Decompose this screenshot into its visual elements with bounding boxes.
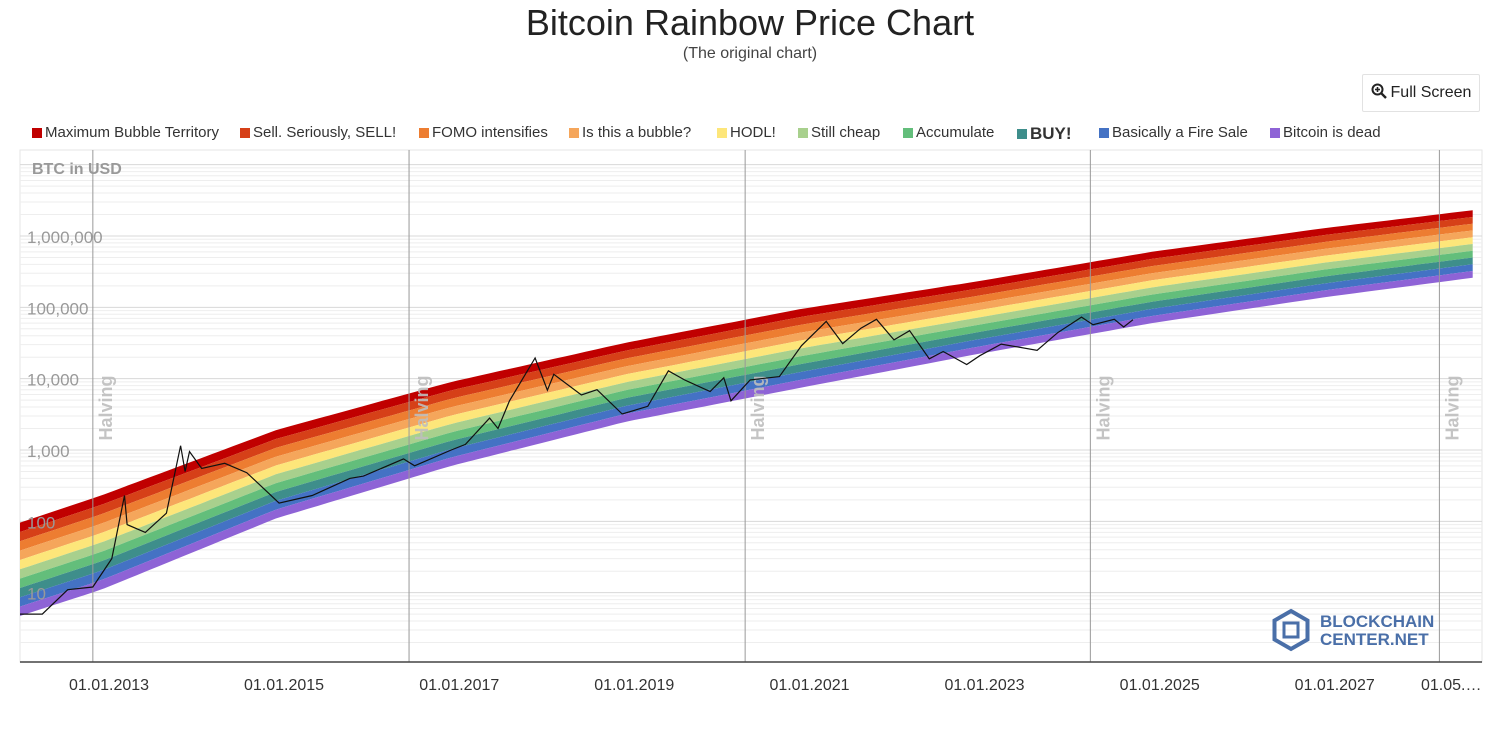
fullscreen-label: Full Screen <box>1390 84 1472 101</box>
legend-label: Accumulate <box>916 124 995 141</box>
halving-label: Halving <box>748 375 768 440</box>
x-tick-label: 01.01.2013 <box>69 677 149 694</box>
logo-text-line2: CENTER.NET <box>1320 630 1429 649</box>
x-tick-label: 01.01.2027 <box>1295 677 1375 694</box>
legend-label: BUY! <box>1030 124 1072 143</box>
legend-swatch <box>569 127 579 138</box>
grid-lines <box>20 164 1482 644</box>
y-tick-label: 1,000 <box>27 442 70 461</box>
logo-text-line1: BLOCKCHAIN <box>1320 612 1434 631</box>
legend-swatch <box>1017 129 1027 139</box>
legend-item[interactable]: Maximum Bubble Territory <box>32 124 219 141</box>
legend-swatch <box>32 127 42 138</box>
legend-label: FOMO intensifies <box>432 124 548 141</box>
legend-item[interactable]: BUY! <box>1017 124 1072 144</box>
x-tick-label: 01.01.2021 <box>769 677 849 694</box>
legend-item[interactable]: HODL! <box>717 124 776 141</box>
btc-price-line <box>20 316 1134 615</box>
legend-swatch <box>1270 127 1280 138</box>
logo-cube-icon <box>1282 621 1300 639</box>
logo-hex-icon <box>1272 608 1310 652</box>
legend-item[interactable]: Sell. Seriously, SELL! <box>240 124 396 141</box>
legend-swatch <box>798 127 808 138</box>
legend-item[interactable]: Still cheap <box>798 124 880 141</box>
page-title: Bitcoin Rainbow Price Chart <box>525 2 975 43</box>
y-tick-label: 10 <box>27 585 46 604</box>
legend-label: Maximum Bubble Territory <box>45 124 219 141</box>
x-tick-label: 01.01.2017 <box>419 677 499 694</box>
legend-item[interactable]: Bitcoin is dead <box>1270 124 1381 141</box>
legend-item[interactable]: Basically a Fire Sale <box>1099 124 1248 141</box>
y-axis-title: BTC in USD <box>32 161 122 178</box>
x-tick-label: 01.05.… <box>1421 677 1481 694</box>
halving-label: Halving <box>1442 375 1462 440</box>
legend-swatch <box>717 127 727 138</box>
x-tick-label: 01.01.2015 <box>244 677 324 694</box>
legend-item[interactable]: Accumulate <box>903 124 994 141</box>
legend-label: Is this a bubble? <box>582 124 692 141</box>
legend-label: Basically a Fire Sale <box>1112 124 1248 141</box>
halving-lines: Halving Halving Halving Halving Halving <box>92 150 1462 662</box>
legend-label: HODL! <box>730 124 776 141</box>
legend-swatch <box>240 127 250 138</box>
y-tick-label: 100,000 <box>27 299 88 318</box>
y-axis: 1,000,000 100,000 10,000 1,000 100 10 <box>27 228 103 604</box>
legend-swatch <box>903 127 913 138</box>
y-tick-label: 100 <box>27 513 55 532</box>
zoom-icon <box>1371 83 1387 104</box>
fullscreen-button[interactable]: Full Screen <box>1362 74 1480 112</box>
halving-label: Halving <box>412 375 432 440</box>
x-tick-label: 01.01.2019 <box>594 677 674 694</box>
legend-label: Bitcoin is dead <box>1283 124 1381 141</box>
halving-label: Halving <box>1093 375 1113 440</box>
x-tick-label: 01.01.2025 <box>1120 677 1200 694</box>
legend-swatch <box>1099 127 1109 138</box>
y-tick-label: 1,000,000 <box>27 228 103 247</box>
legend-item[interactable]: FOMO intensifies <box>419 124 548 141</box>
legend-item[interactable]: Is this a bubble? <box>569 124 691 141</box>
page-subtitle: (The original chart) <box>682 45 818 62</box>
legend-swatch <box>419 127 429 138</box>
x-axis: 01.01.2013 01.01.2015 01.01.2017 01.01.2019… <box>69 677 1482 694</box>
legend: Maximum Bubble Territory Sell. Seriously,… <box>32 124 1492 146</box>
legend-label: Still cheap <box>811 124 881 141</box>
y-tick-label: 10,000 <box>27 371 79 390</box>
x-tick-label: 01.01.2023 <box>944 677 1024 694</box>
halving-label: Halving <box>96 375 116 440</box>
legend-label: Sell. Seriously, SELL! <box>253 124 397 141</box>
plot-area <box>19 149 1483 663</box>
